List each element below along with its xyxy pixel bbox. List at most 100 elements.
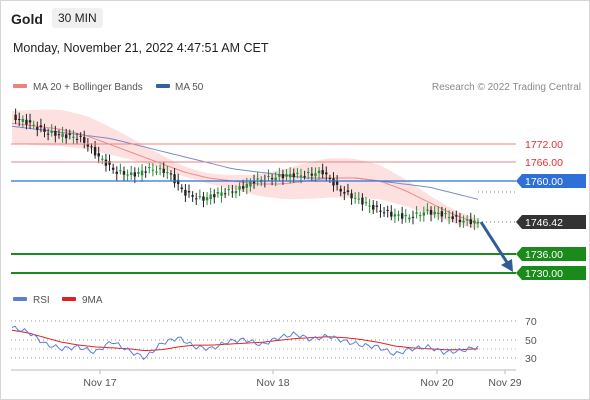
candle-body <box>39 125 43 128</box>
candle-body <box>285 174 288 177</box>
candle-body <box>209 194 212 200</box>
candle-body <box>278 174 281 177</box>
candle-body <box>173 174 176 184</box>
candle-body <box>140 170 144 176</box>
candle-body <box>227 189 230 191</box>
candle-body <box>252 180 256 184</box>
candle-body <box>144 171 147 173</box>
time-label-nov20: Nov 20 <box>420 377 453 389</box>
rsi9-legend-label: 9MA <box>82 295 103 306</box>
candle-body <box>101 158 104 160</box>
candle-body <box>368 205 371 207</box>
candle-body <box>361 197 364 205</box>
candle-body <box>382 212 386 214</box>
candle-body <box>241 186 245 189</box>
time-label-nov17: Nov 17 <box>83 377 116 389</box>
instrument-title: Gold <box>11 11 43 27</box>
candle-body <box>50 130 53 133</box>
candle-body <box>83 137 86 143</box>
candle-body <box>437 212 440 214</box>
candles <box>14 108 480 231</box>
candle-body <box>325 172 328 175</box>
rsi-legend-swatch <box>13 297 27 301</box>
candle-body <box>426 209 429 211</box>
candle-body <box>375 205 379 207</box>
candle-body <box>343 192 346 194</box>
candle-body <box>46 133 50 135</box>
rsi-tick-50: 50 <box>525 335 537 347</box>
candle-body <box>238 186 241 190</box>
candle-body <box>151 169 155 171</box>
candle-body <box>93 147 97 156</box>
candle-body <box>202 196 205 201</box>
candle-body <box>296 172 299 174</box>
candle-body <box>234 191 238 194</box>
candle-body <box>28 120 32 123</box>
candle-body <box>21 118 25 122</box>
candle-body <box>54 130 57 136</box>
candle-body <box>386 209 389 211</box>
candle-body <box>379 210 382 212</box>
candle-body <box>274 177 277 181</box>
candle-body <box>169 173 173 175</box>
candle-body <box>393 214 397 217</box>
ma50-line <box>11 125 479 200</box>
candle-body <box>400 213 404 219</box>
resistance-1-label: 1766.00 <box>525 157 563 169</box>
projection-arrow-head <box>501 259 513 272</box>
ma50-legend-swatch <box>156 84 170 88</box>
candle-body <box>270 178 274 180</box>
time-label-nov18: Nov 18 <box>256 377 289 389</box>
projection-arrow-shaft <box>479 221 510 265</box>
candle-body <box>397 214 400 216</box>
resistance-2-label: 1772.00 <box>525 139 563 151</box>
candle-body <box>245 183 249 188</box>
candle-body <box>462 220 465 223</box>
candle-body <box>220 192 223 196</box>
candle-body <box>458 219 462 223</box>
candle-body <box>476 221 480 224</box>
candle-body <box>14 114 17 121</box>
candle-body <box>223 193 227 195</box>
ma20-legend-label: MA 20 + Bollinger Bands <box>33 82 143 93</box>
candle-body <box>130 172 133 176</box>
candle-body <box>104 159 108 166</box>
candle-body <box>444 212 447 214</box>
candle-body <box>440 211 444 217</box>
copyright-text: Research © 2022 Trading Central <box>432 82 581 93</box>
ma20-legend-swatch <box>13 84 27 88</box>
candle-body <box>317 170 321 174</box>
candle-body <box>75 138 79 140</box>
candle-body <box>133 172 137 177</box>
candle-body <box>447 217 451 219</box>
support-1-label: 1736.00 <box>525 249 563 261</box>
candle-body <box>72 136 75 138</box>
candle-body <box>332 178 335 186</box>
candle-body <box>267 175 270 177</box>
candle-body <box>184 189 187 196</box>
candle-body <box>126 174 129 176</box>
candle-body <box>148 167 151 169</box>
candle-body <box>162 168 165 173</box>
rsi-legend-label: RSI <box>33 295 50 306</box>
candle-body <box>314 173 317 177</box>
ma50-legend-label: MA 50 <box>175 82 204 93</box>
candle-body <box>122 171 126 175</box>
candle-body <box>350 193 353 199</box>
candle-body <box>231 191 234 193</box>
candle-body <box>137 172 140 174</box>
candle-body <box>108 161 111 165</box>
candle-body <box>97 153 100 157</box>
candle-body <box>433 211 436 215</box>
rsi-line <box>11 325 479 361</box>
candle-body <box>36 127 39 130</box>
timeframe-badge[interactable]: 30 MIN <box>52 8 103 28</box>
candle-body <box>79 135 82 137</box>
candle-body <box>451 216 454 220</box>
candle-body <box>469 219 472 224</box>
candle-body <box>404 214 407 217</box>
candle-body <box>390 211 393 217</box>
candle-body <box>18 119 21 121</box>
candle-body <box>473 220 476 224</box>
